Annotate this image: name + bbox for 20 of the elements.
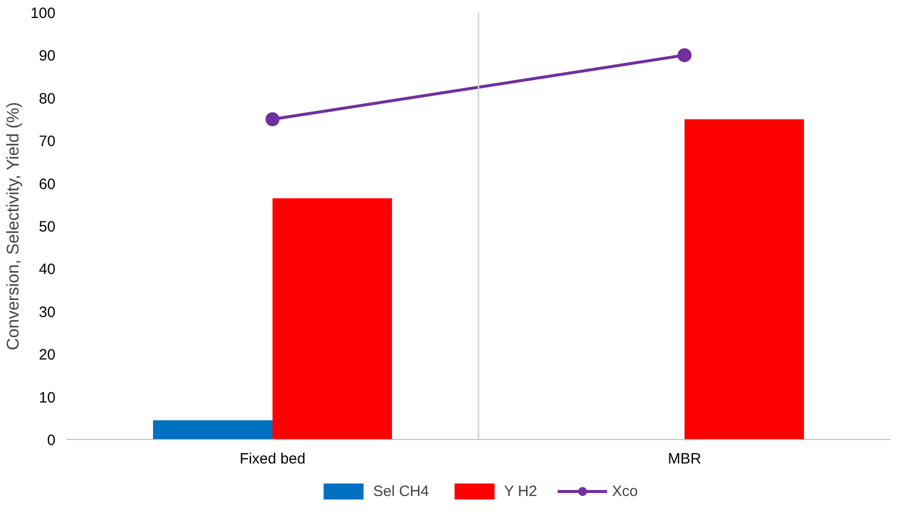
bar [153, 420, 272, 440]
legend-label: Sel CH4 [373, 482, 429, 500]
y-axis-title: Conversion, Selectivity, Yield (%) [3, 102, 22, 350]
y-tick-label: 70 [38, 133, 56, 150]
y-tick-label: 90 [38, 48, 56, 65]
y-tick-label: 50 [38, 218, 56, 236]
bar [684, 119, 804, 440]
y-tick-label: 10 [38, 389, 56, 406]
y-tick-label: 40 [38, 261, 56, 278]
legend-label: Xco [612, 482, 638, 500]
y-tick-label: 20 [38, 346, 56, 364]
y-tick-label: 0 [47, 432, 56, 449]
y-tick-label: 30 [38, 304, 56, 321]
x-tick-label: MBR [668, 450, 702, 468]
bar [272, 198, 392, 440]
x-tick-label: Fixed bed [240, 450, 306, 468]
legend-label: Y H2 [504, 482, 538, 500]
y-tick-label: 100 [30, 5, 56, 22]
y-tick-label: 60 [38, 176, 56, 193]
y-tick-label: 80 [38, 90, 56, 108]
